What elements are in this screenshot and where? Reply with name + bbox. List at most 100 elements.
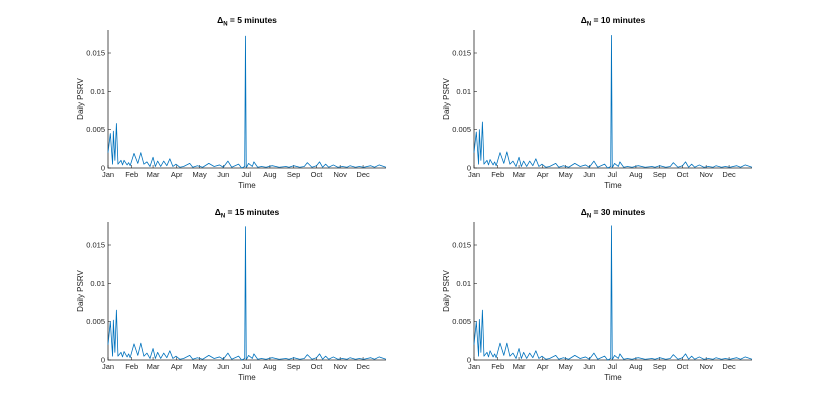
x-tick-label: Sep (287, 362, 300, 371)
x-tick-label: Sep (287, 170, 300, 179)
title-prefix: Δ (581, 15, 587, 25)
axes-frame (107, 30, 386, 169)
axes-frame (473, 30, 752, 169)
x-tick-label: May (559, 362, 573, 371)
x-tick-label: Jan (102, 170, 114, 179)
x-tick-label: Nov (700, 362, 714, 371)
x-tick-label: Feb (491, 170, 504, 179)
x-tick-label: Dec (722, 362, 736, 371)
title-subscript: N (223, 22, 227, 28)
series-line (473, 34, 753, 169)
x-tick-label: Jun (217, 362, 229, 371)
y-tick-label: 0.01 (90, 279, 105, 288)
x-tick-label: Aug (263, 170, 276, 179)
y-tick-label: 0.015 (86, 49, 105, 58)
y-axis-label: Daily PSRV (442, 270, 451, 312)
x-tick-label: Nov (700, 170, 714, 179)
title-prefix: Δ (217, 15, 223, 25)
x-tick-label: Jul (241, 362, 251, 371)
y-tick-label: 0.005 (452, 125, 471, 134)
y-tick-label: 0 (467, 356, 471, 365)
y-tick-label: 0.01 (456, 279, 471, 288)
x-tick-label: May (559, 170, 573, 179)
y-axis-label: Daily PSRV (76, 270, 85, 312)
x-tick-label: May (193, 170, 207, 179)
chart-panel-1: 0 0.005 0.01 0.015 Jan Feb Mar Apr May Jun Jul Aug S… (76, 15, 387, 190)
x-tick-label: Feb (125, 362, 138, 371)
chart-title: ΔN = 10 minutes (581, 15, 646, 28)
x-tick-label: Mar (147, 170, 160, 179)
y-tick-label: 0.015 (452, 49, 471, 58)
x-tick-label: Dec (356, 170, 370, 179)
x-tick-label: Jan (468, 170, 480, 179)
x-tick-label: Oct (311, 362, 324, 371)
series-line (473, 225, 753, 361)
x-tick-label: Jun (583, 170, 595, 179)
chart-title: ΔN = 15 minutes (215, 207, 280, 220)
x-tick-label: Aug (263, 362, 276, 371)
y-tick-label: 0 (467, 164, 471, 173)
x-tick-label: Aug (629, 170, 642, 179)
x-tick-label: Jun (217, 170, 229, 179)
title-subscript: N (221, 214, 225, 220)
y-tick-label: 0 (101, 164, 105, 173)
title-suffix: = 15 minutes (225, 207, 279, 217)
x-tick-label: Feb (491, 362, 504, 371)
x-tick-label: Sep (653, 362, 666, 371)
title-subscript: N (587, 214, 591, 220)
y-tick-label: 0.005 (86, 317, 105, 326)
x-tick-label: Dec (722, 170, 736, 179)
x-tick-label: Nov (334, 362, 348, 371)
y-tick-label: 0 (101, 356, 105, 365)
y-tick-label: 0.005 (452, 317, 471, 326)
title-prefix: Δ (581, 207, 587, 217)
series-line (107, 226, 387, 361)
axes-frame (473, 222, 752, 361)
y-axis-label: Daily PSRV (442, 78, 451, 120)
chart-title: ΔN = 30 minutes (581, 207, 646, 220)
series-line (107, 35, 387, 169)
y-tick-label: 0.01 (90, 87, 105, 96)
title-subscript: N (587, 22, 591, 28)
x-tick-label: Mar (513, 362, 526, 371)
x-tick-label: Nov (334, 170, 348, 179)
x-axis-label: Time (238, 181, 256, 190)
y-tick-label: 0.015 (452, 241, 471, 250)
chart-title: ΔN = 5 minutes (217, 15, 277, 28)
x-tick-label: Jan (102, 362, 114, 371)
x-tick-label: Jul (607, 362, 617, 371)
x-tick-label: Feb (125, 170, 138, 179)
x-tick-label: Jul (607, 170, 617, 179)
axes-frame (107, 222, 386, 361)
title-prefix: Δ (215, 207, 221, 217)
x-axis-label: Time (238, 373, 256, 382)
x-tick-label: Oct (677, 362, 690, 371)
y-axis-label: Daily PSRV (76, 78, 85, 120)
x-tick-label: Jan (468, 362, 480, 371)
x-axis-label: Time (604, 181, 622, 190)
x-tick-label: Mar (513, 170, 526, 179)
y-tick-label: 0.005 (86, 125, 105, 134)
chart-panel-3: 0 0.005 0.01 0.015 Jan Feb Mar Apr May Jun Jul Aug S… (76, 207, 387, 382)
x-tick-label: Apr (171, 170, 183, 179)
x-tick-label: Jul (241, 170, 251, 179)
y-tick-label: 0.015 (86, 241, 105, 250)
chart-panel-2: 0 0.005 0.01 0.015 Jan Feb Mar Apr May Jun Jul Aug S… (442, 15, 753, 190)
chart-panel-4: 0 0.005 0.01 0.015 Jan Feb Mar Apr May Jun Jul Aug S… (442, 207, 753, 382)
x-tick-label: Oct (311, 170, 324, 179)
title-suffix: = 10 minutes (591, 15, 645, 25)
x-tick-label: Aug (629, 362, 642, 371)
x-tick-label: Oct (677, 170, 690, 179)
x-tick-label: Mar (147, 362, 160, 371)
title-suffix: = 30 minutes (591, 207, 645, 217)
x-axis-label: Time (604, 373, 622, 382)
x-tick-label: Sep (653, 170, 666, 179)
x-tick-label: Dec (356, 362, 370, 371)
x-tick-label: Apr (537, 362, 549, 371)
x-tick-label: May (193, 362, 207, 371)
x-tick-label: Jun (583, 362, 595, 371)
title-suffix: = 5 minutes (228, 15, 278, 25)
x-tick-label: Apr (537, 170, 549, 179)
x-tick-label: Apr (171, 362, 183, 371)
